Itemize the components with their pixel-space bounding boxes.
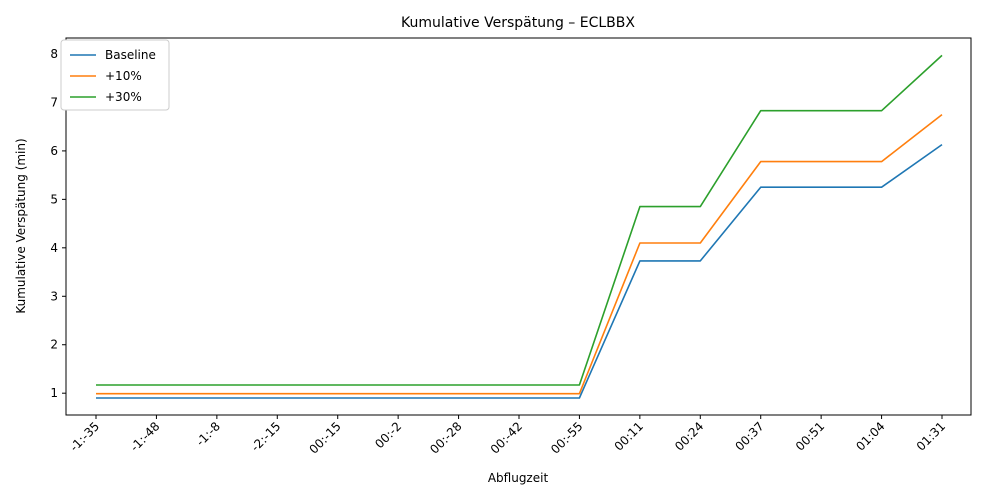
y-tick-label: 7 bbox=[50, 95, 58, 109]
x-tick-label: 00:-15 bbox=[306, 419, 343, 456]
x-tick-label: 00:-28 bbox=[427, 419, 464, 456]
series-line-0 bbox=[96, 143, 943, 399]
y-tick-label: 6 bbox=[50, 144, 58, 158]
x-axis-label: Abflugzeit bbox=[488, 471, 549, 485]
x-tick-label: 00:37 bbox=[732, 419, 766, 453]
x-tick-label: -1:-35 bbox=[67, 419, 102, 454]
x-tick-label: 00:51 bbox=[793, 419, 827, 453]
x-tick-label: -2:-15 bbox=[248, 419, 283, 454]
x-tick-label: 01:31 bbox=[914, 419, 948, 453]
x-axis: -1:-35 -1:-48 -1:-8 -2:-15 00:-15 00:-2 00:-28… bbox=[67, 415, 948, 457]
x-tick-label: 00:-2 bbox=[372, 419, 404, 451]
x-tick-label: 00:11 bbox=[612, 419, 646, 453]
y-tick-label: 5 bbox=[50, 192, 58, 206]
legend-label: Baseline bbox=[105, 48, 156, 62]
x-tick-label: 01:04 bbox=[853, 419, 887, 453]
x-tick-label: 00:-55 bbox=[548, 419, 585, 456]
chart-title: Kumulative Verspätung – ECLBBX bbox=[401, 15, 635, 31]
y-tick-label: 3 bbox=[50, 289, 58, 303]
legend: Baseline +10% +30% bbox=[60, 39, 170, 111]
y-tick-label: 8 bbox=[50, 47, 58, 61]
x-tick-label: 00:24 bbox=[672, 419, 706, 453]
y-axis-label: Kumulative Verspätung (min) bbox=[14, 138, 28, 313]
y-tick-label: 1 bbox=[50, 386, 58, 400]
x-tick-label: -1:-8 bbox=[193, 419, 223, 449]
legend-label: +10% bbox=[105, 69, 142, 83]
plot-area bbox=[65, 37, 972, 416]
series-line-1 bbox=[96, 113, 943, 395]
series-line-2 bbox=[96, 54, 943, 386]
x-tick-label: 00:-42 bbox=[488, 419, 525, 456]
legend-box bbox=[60, 39, 170, 111]
x-tick-label: -1:-48 bbox=[127, 419, 162, 454]
series-layer bbox=[96, 54, 943, 399]
legend-label: +30% bbox=[105, 90, 142, 104]
y-tick-label: 4 bbox=[50, 241, 58, 255]
y-tick-label: 2 bbox=[50, 338, 58, 352]
